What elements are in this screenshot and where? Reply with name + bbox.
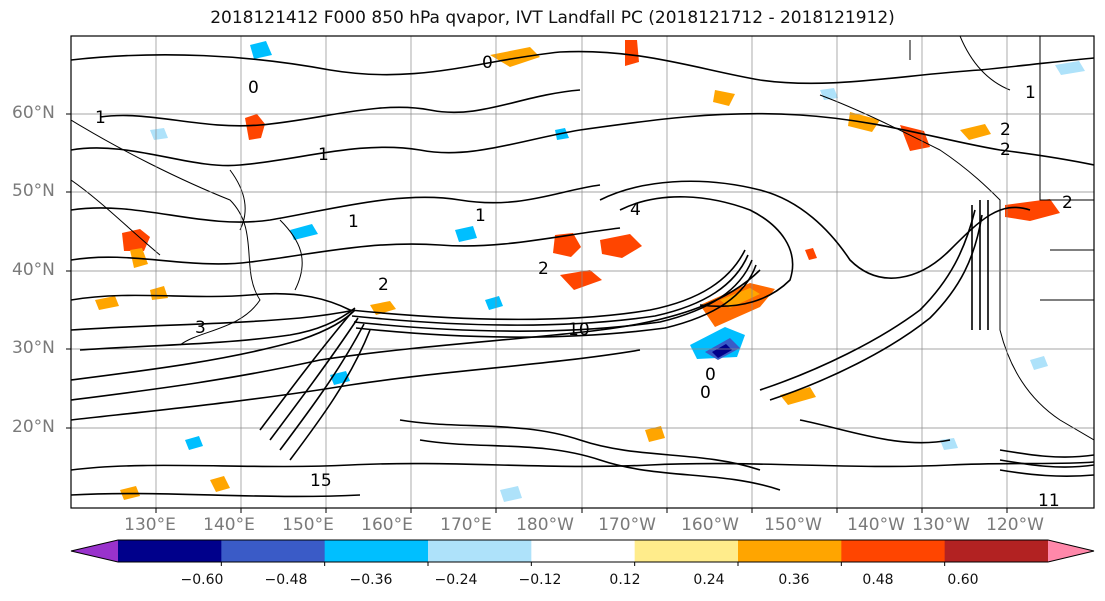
contour-label: 10 <box>568 320 590 340</box>
colorbar-tick: −0.36 <box>349 572 393 588</box>
colorbar-segment <box>738 540 842 562</box>
colorbar-tick: 0.60 <box>947 572 979 588</box>
lat-label: 60°N <box>12 103 55 123</box>
colorbar-extend-max <box>1048 540 1094 562</box>
lat-label: 40°N <box>12 260 55 280</box>
colorbar-segment <box>531 540 636 562</box>
lon-label: 120°W <box>986 515 1044 535</box>
contour-label: 3 <box>195 318 206 338</box>
ivt-contours <box>71 50 1094 498</box>
contour-label: 15 <box>310 471 332 491</box>
colorbar-outline <box>70 539 1095 563</box>
lon-label: 170°W <box>598 515 656 535</box>
lon-label: 180°W <box>516 515 574 535</box>
lon-label: 140°E <box>203 515 255 535</box>
lat-label: 20°N <box>12 417 55 437</box>
colorbar-tick: −0.24 <box>434 572 478 588</box>
colorbar-tick: −0.60 <box>180 572 224 588</box>
contour-label: 1 <box>475 206 486 226</box>
colorbar-segment <box>118 540 222 562</box>
lon-label: 160°E <box>361 515 413 535</box>
colorbar-segment <box>944 540 1049 562</box>
contour-label: 2 <box>538 259 549 279</box>
colorbar-tick: −0.48 <box>264 572 308 588</box>
colorbar-tick: 0.24 <box>693 572 725 588</box>
colorbar-tick: 0.36 <box>778 572 810 588</box>
lon-label: 140°W <box>847 515 905 535</box>
contour-label: 1 <box>95 108 106 128</box>
contour-label: 2 <box>1000 140 1011 160</box>
colorbar-segment <box>841 540 946 562</box>
lat-label: 50°N <box>12 181 55 201</box>
graticule <box>71 36 1094 508</box>
contour-label: 11 <box>1038 491 1060 511</box>
lon-label: 160°W <box>681 515 739 535</box>
contour-label: 1 <box>1025 83 1036 103</box>
contour-label: 1 <box>318 145 329 165</box>
contour-labels: 1 0 0 1 2 2 4 1 1 2 3 10 0 0 15 11 2 2 1 <box>95 53 1073 511</box>
colorbar-tick: 0.48 <box>862 572 894 588</box>
lon-label: 150°W <box>764 515 822 535</box>
colorbar-segment <box>324 540 429 562</box>
colorbar-tick: 0.12 <box>609 572 641 588</box>
colorbar-segment <box>634 540 739 562</box>
coastlines <box>71 36 1094 441</box>
colorbar <box>70 539 1095 566</box>
colorbar-segment <box>221 540 326 562</box>
contour-label: 2 <box>378 275 389 295</box>
contour-label: 4 <box>630 200 641 220</box>
contour-label: 0 <box>482 53 493 73</box>
colorbar-tick: −0.12 <box>518 572 562 588</box>
contour-label: 1 <box>348 212 359 232</box>
contour-label: 2 <box>1062 193 1073 213</box>
colorbar-extend-min <box>71 540 118 562</box>
contour-label: 0 <box>705 365 716 385</box>
colorbar-segment <box>428 540 532 562</box>
axis-ticks <box>66 113 1008 513</box>
contour-label: 2 <box>1000 120 1011 140</box>
lon-label: 170°E <box>440 515 492 535</box>
lon-label: 130°W <box>912 515 970 535</box>
map-title: 2018121412 F000 850 hPa qvapor, IVT Land… <box>210 8 895 28</box>
lat-label: 30°N <box>12 338 55 358</box>
contour-label: 0 <box>248 78 259 98</box>
contour-label: 0 <box>700 383 711 403</box>
lon-label: 150°E <box>282 515 334 535</box>
lon-label: 130°E <box>124 515 176 535</box>
